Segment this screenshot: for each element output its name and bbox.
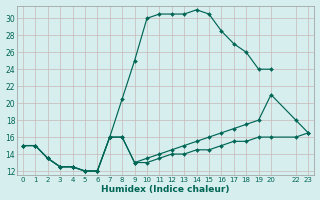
X-axis label: Humidex (Indice chaleur): Humidex (Indice chaleur) [101,185,230,194]
